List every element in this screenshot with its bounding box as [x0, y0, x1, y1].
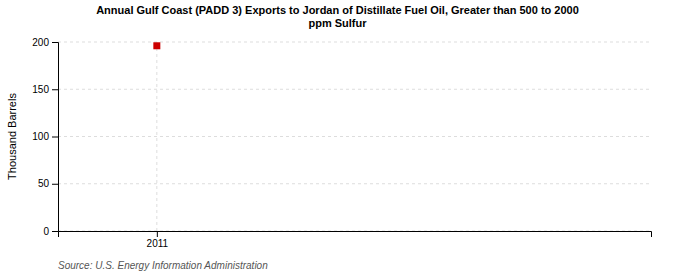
tick-label: 200 [32, 37, 49, 48]
point [153, 42, 160, 49]
grid [58, 42, 651, 231]
chart: Annual Gulf Coast (PADD 3) Exports to Jo… [0, 0, 675, 275]
grid-line [58, 42, 651, 43]
source: Source: U.S. Energy Information Administ… [58, 260, 268, 271]
tick: 0 [43, 226, 58, 237]
x-axis: 2011 [59, 231, 652, 249]
axis-line [59, 232, 652, 238]
tick-label: 50 [38, 178, 50, 189]
grid-line [156, 42, 157, 231]
grid-line [58, 183, 651, 184]
grid-line [58, 89, 651, 90]
title: Annual Gulf Coast (PADD 3) Exports to Jo… [96, 4, 579, 29]
tick-mark [52, 184, 58, 185]
tick: 100 [32, 131, 58, 142]
tick-label: 100 [32, 131, 49, 142]
tick-label: 2011 [147, 238, 169, 249]
tick-mark [52, 231, 58, 232]
marks [153, 42, 160, 49]
tick: 200 [32, 37, 58, 48]
tick-label: 150 [32, 84, 49, 95]
tick: 50 [38, 178, 58, 189]
tick-label: 0 [43, 226, 49, 237]
tick-mark [52, 89, 58, 90]
grid-line [58, 136, 651, 137]
plot: 2011 0 50 100 150 200 [32, 37, 651, 249]
y-axis: 0 50 100 150 200 [32, 37, 58, 237]
tick-mark [157, 231, 158, 237]
tick: 2011 [147, 231, 169, 249]
y-axis-label: Thousand Barrels [6, 93, 18, 180]
axis-line [52, 43, 59, 232]
tick-mark [52, 42, 58, 43]
tick-mark [52, 137, 58, 138]
tick: 150 [32, 84, 58, 95]
